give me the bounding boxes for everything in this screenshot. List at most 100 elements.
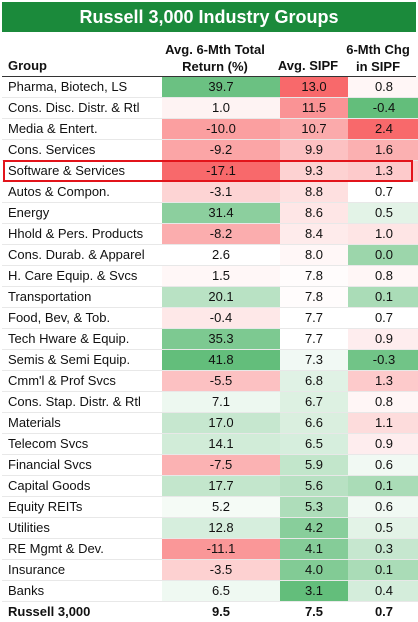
industry-groups-table-figure: Russell 3,000 Industry Groups Group Avg.… xyxy=(2,2,416,599)
sipf-value-cell: 9.9 xyxy=(280,140,348,161)
sipf-change-cell: 1.6 xyxy=(348,140,418,161)
column-header-return-line1: Avg. 6-Mth Total xyxy=(156,41,274,58)
column-header-chg-line2: in SIPF xyxy=(342,58,414,75)
group-name-cell: Hhold & Pers. Products xyxy=(2,224,162,245)
return-value-cell: 31.4 xyxy=(162,203,280,224)
return-value-cell: -3.1 xyxy=(162,182,280,203)
sipf-change-cell: 0.6 xyxy=(348,497,418,518)
group-name-cell: Banks xyxy=(2,581,162,602)
group-name-cell: Media & Entert. xyxy=(2,119,162,140)
return-value-cell: -0.4 xyxy=(162,308,280,329)
group-name-cell: Capital Goods xyxy=(2,476,162,497)
sipf-value-cell: 6.6 xyxy=(280,413,348,434)
sipf-change-cell: 0.5 xyxy=(348,203,418,224)
total-sipf-change-cell: 0.7 xyxy=(348,602,418,622)
sipf-change-cell: 0.8 xyxy=(348,266,418,287)
sipf-change-cell: 0.9 xyxy=(348,329,418,350)
group-name-cell: RE Mgmt & Dev. xyxy=(2,539,162,560)
group-name-cell: Insurance xyxy=(2,560,162,581)
sipf-value-cell: 8.4 xyxy=(280,224,348,245)
sipf-change-cell: 0.3 xyxy=(348,539,418,560)
sipf-value-cell: 4.2 xyxy=(280,518,348,539)
sipf-value-cell: 8.0 xyxy=(280,245,348,266)
group-name-cell: Financial Svcs xyxy=(2,455,162,476)
return-value-cell: 41.8 xyxy=(162,350,280,371)
return-value-cell: 1.0 xyxy=(162,98,280,119)
group-name-cell: Energy xyxy=(2,203,162,224)
sipf-change-cell: 1.3 xyxy=(348,161,418,182)
total-group-cell: Russell 3,000 xyxy=(2,602,162,622)
sipf-value-cell: 4.1 xyxy=(280,539,348,560)
group-name-cell: Cmm'l & Prof Svcs xyxy=(2,371,162,392)
sipf-change-cell: 0.1 xyxy=(348,476,418,497)
column-header-sipf-change: 6-Mth Chg in SIPF xyxy=(342,41,414,75)
column-header-sipf: Avg. SIPF xyxy=(274,57,342,74)
group-name-cell: Tech Hware & Equip. xyxy=(2,329,162,350)
sipf-value-cell: 7.3 xyxy=(280,350,348,371)
column-header-return: Avg. 6-Mth Total Return (%) xyxy=(156,41,274,75)
sipf-value-cell: 7.7 xyxy=(280,308,348,329)
header-divider xyxy=(2,76,416,77)
return-value-cell: 5.2 xyxy=(162,497,280,518)
group-name-cell: Utilities xyxy=(2,518,162,539)
sipf-change-cell: 0.6 xyxy=(348,455,418,476)
sipf-change-cell: 0.7 xyxy=(348,182,418,203)
column-header-chg-line1: 6-Mth Chg xyxy=(342,41,414,58)
return-value-cell: 39.7 xyxy=(162,77,280,98)
sipf-change-cell: 0.0 xyxy=(348,245,418,266)
group-name-cell: H. Care Equip. & Svcs xyxy=(2,266,162,287)
sipf-change-cell: 0.4 xyxy=(348,581,418,602)
return-value-cell: -3.5 xyxy=(162,560,280,581)
return-value-cell: -11.1 xyxy=(162,539,280,560)
sipf-value-cell: 8.6 xyxy=(280,203,348,224)
sipf-change-cell: -0.4 xyxy=(348,98,418,119)
sipf-value-cell: 7.8 xyxy=(280,266,348,287)
sipf-change-cell: 0.9 xyxy=(348,434,418,455)
return-value-cell: 2.6 xyxy=(162,245,280,266)
group-name-cell: Materials xyxy=(2,413,162,434)
sipf-change-cell: -0.3 xyxy=(348,350,418,371)
return-value-cell: 17.7 xyxy=(162,476,280,497)
sipf-value-cell: 5.3 xyxy=(280,497,348,518)
table-header: Group Avg. 6-Mth Total Return (%) Avg. S… xyxy=(2,32,416,77)
total-return-cell: 9.5 xyxy=(162,602,280,622)
group-name-cell: Software & Services xyxy=(2,161,162,182)
group-name-cell: Cons. Stap. Distr. & Rtl xyxy=(2,392,162,413)
sipf-value-cell: 13.0 xyxy=(280,77,348,98)
sipf-change-cell: 0.1 xyxy=(348,287,418,308)
group-name-cell: Cons. Services xyxy=(2,140,162,161)
group-name-cell: Food, Bev, & Tob. xyxy=(2,308,162,329)
return-value-cell: -5.5 xyxy=(162,371,280,392)
sipf-value-cell: 6.7 xyxy=(280,392,348,413)
sipf-value-cell: 5.6 xyxy=(280,476,348,497)
return-value-cell: 7.1 xyxy=(162,392,280,413)
sipf-change-cell: 0.1 xyxy=(348,560,418,581)
return-value-cell: 6.5 xyxy=(162,581,280,602)
return-value-cell: 20.1 xyxy=(162,287,280,308)
group-name-cell: Autos & Compon. xyxy=(2,182,162,203)
sipf-change-cell: 0.5 xyxy=(348,518,418,539)
sipf-change-cell: 2.4 xyxy=(348,119,418,140)
sipf-value-cell: 8.8 xyxy=(280,182,348,203)
sipf-change-cell: 1.1 xyxy=(348,413,418,434)
sipf-value-cell: 11.5 xyxy=(280,98,348,119)
